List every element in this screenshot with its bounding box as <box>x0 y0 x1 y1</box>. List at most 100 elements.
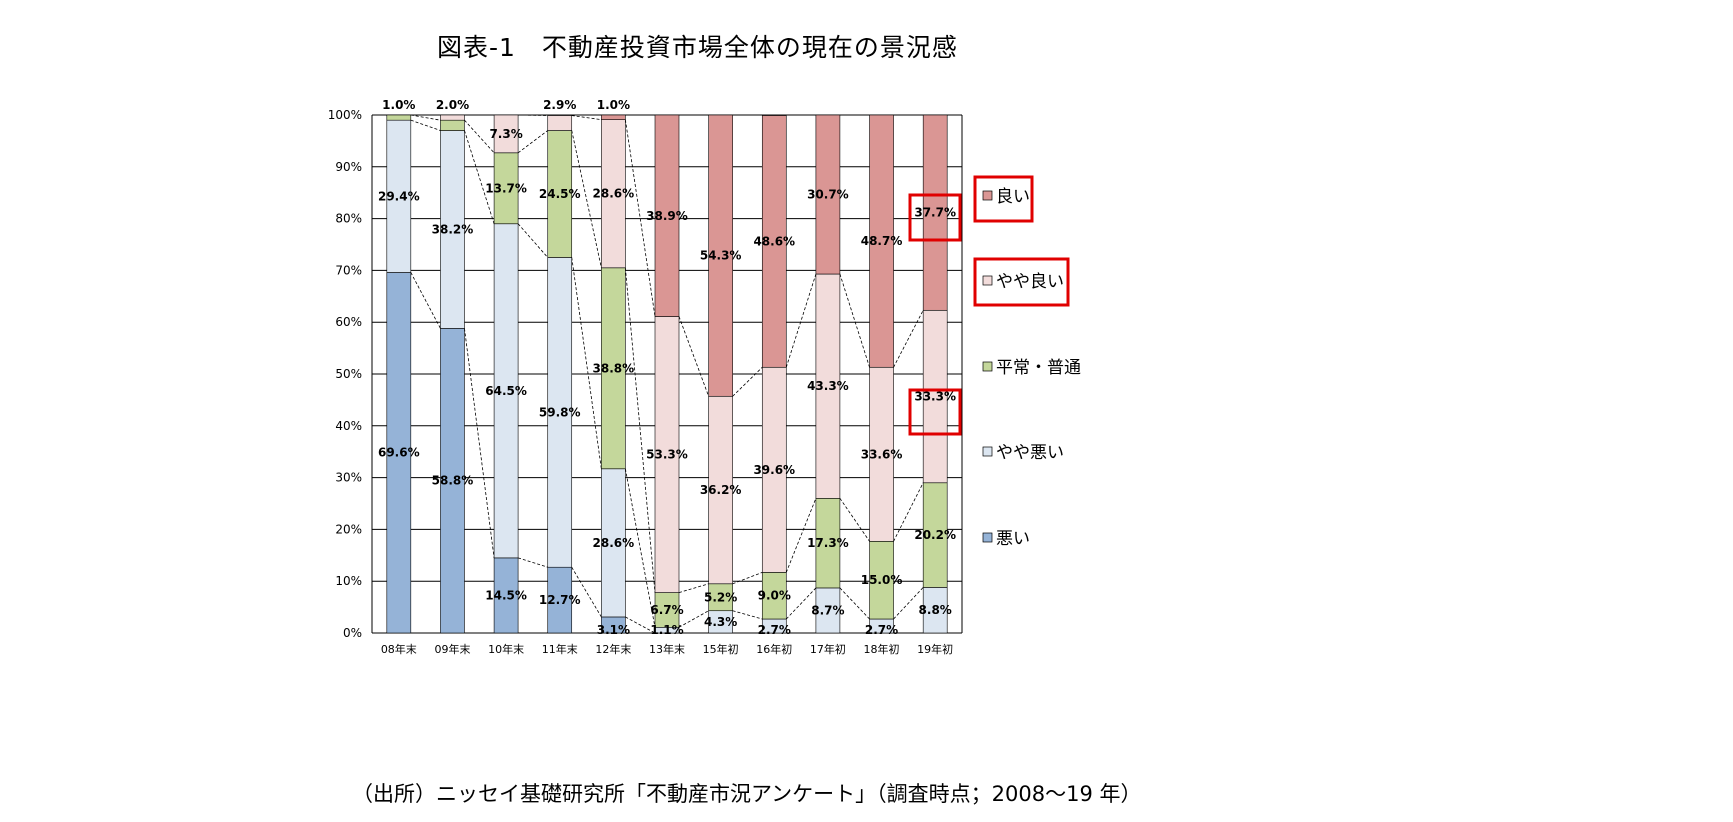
legend-swatch <box>982 275 993 286</box>
bar-segment-やや良い <box>869 366 894 542</box>
x-tick-label: 10年末 <box>488 642 524 656</box>
y-tick-label: 60% <box>335 315 362 329</box>
y-tick-label: 100% <box>328 108 362 122</box>
connector-lines <box>410 114 924 634</box>
x-tick-label: 13年末 <box>649 642 685 656</box>
bar-segment-やや悪い <box>386 119 412 273</box>
legend-item-やや良い: やや良い <box>982 272 1064 292</box>
highlight-box-legend-good <box>973 175 1034 223</box>
bar-08年末 <box>386 114 412 634</box>
bar-segment-やや良い <box>440 114 465 121</box>
data-label: 36.2% <box>700 483 742 497</box>
data-label: 54.3% <box>700 249 742 263</box>
bar-segment-やや良い <box>922 309 948 484</box>
connector-line <box>839 498 870 542</box>
stacked-bar-chart: 69.6% 29.4% 1.0% 58.8% 38.2% 2.0% 14.5% 64.5% 13… <box>328 98 1081 656</box>
y-tick-label: 70% <box>335 263 362 277</box>
connector-line <box>839 273 870 368</box>
bar-segment-やや悪い <box>601 468 626 618</box>
highlight-box-19-somewhat-good <box>908 388 962 436</box>
connector-line <box>624 119 656 317</box>
legend-label: やや良い <box>996 272 1064 292</box>
connector-line <box>732 366 763 397</box>
bar-segment-平常・普通 <box>708 583 733 612</box>
legend-item-良い: 良い <box>982 187 1030 207</box>
highlight-boxes <box>908 175 1070 436</box>
data-labels: 69.6% 29.4% 1.0% 58.8% 38.2% 2.0% 14.5% 64.5% 13… <box>378 98 956 637</box>
data-label: 2.7% <box>758 623 791 637</box>
legend-label: 悪い <box>996 529 1030 549</box>
data-label: 4.3% <box>704 615 737 629</box>
bar-segment-やや良い <box>761 366 787 573</box>
bar-segment-悪い <box>493 557 519 634</box>
bar-segment-やや良い <box>815 273 841 499</box>
y-tick-label: 0% <box>343 626 362 640</box>
data-label: 13.7% <box>485 181 527 195</box>
bar-segment-平常・普通 <box>386 114 412 121</box>
data-label: 69.6% <box>378 446 420 460</box>
data-label: 1.1% <box>650 623 683 637</box>
connector-line <box>893 587 924 620</box>
bar-10年末 <box>493 114 519 634</box>
connector-line <box>893 482 924 542</box>
legend-label: 平常・普通 <box>996 358 1081 378</box>
bar-segment-悪い <box>547 566 573 634</box>
data-label: 30.7% <box>807 188 849 202</box>
connector-line <box>678 610 709 628</box>
data-label: 2.0% <box>436 98 469 112</box>
y-tick-label: 80% <box>335 212 362 226</box>
axes: 0% 10% 20% 30% 40% 50% 60% 70% 80% 90% 100% 08年末 09年… <box>328 108 963 656</box>
bar-09年末 <box>440 114 465 634</box>
data-label: 53.3% <box>646 448 688 462</box>
y-tick-label: 30% <box>335 471 362 485</box>
connector-line <box>678 316 710 397</box>
connector-line <box>732 572 763 585</box>
legend-swatch <box>982 446 993 457</box>
connector-line <box>410 119 441 131</box>
bar-segment-平常・普通 <box>440 119 465 131</box>
connector-line <box>571 257 602 469</box>
connector-line <box>839 587 870 620</box>
data-label: 9.0% <box>758 589 791 603</box>
bar-segment-平常・普通 <box>547 130 573 258</box>
legend-label: やや悪い <box>996 443 1064 463</box>
connector-line <box>517 130 548 154</box>
data-label: 15.0% <box>861 573 903 587</box>
data-label: 1.0% <box>382 98 415 112</box>
connector-line <box>571 130 602 268</box>
bar-16年初 <box>761 115 787 634</box>
data-label: 24.5% <box>539 187 581 201</box>
bar-segment-やや良い <box>654 316 680 593</box>
legend-label: 良い <box>996 187 1030 207</box>
connector-line <box>517 223 549 258</box>
connector-line <box>624 267 656 593</box>
data-label: 8.7% <box>811 603 844 617</box>
data-label: 38.9% <box>646 209 688 223</box>
data-label: 38.8% <box>593 361 635 375</box>
bar-segment-平常・普通 <box>601 267 626 470</box>
highlight-box-legend-somewhat-good <box>973 257 1070 307</box>
data-label: 8.8% <box>919 603 952 617</box>
bar-segment-良い <box>922 114 948 311</box>
bar-15年初 <box>708 114 733 634</box>
bar-segment-平常・普通 <box>869 541 894 620</box>
data-label: 29.4% <box>378 189 420 203</box>
connector-line <box>571 115 602 121</box>
connector-line <box>464 130 495 224</box>
bar-13年末 <box>654 114 680 634</box>
legend-item-悪い: 悪い <box>982 529 1030 549</box>
data-label: 14.5% <box>485 588 527 602</box>
bar-segment-平常・普通 <box>654 592 680 628</box>
bar-17年初 <box>815 114 841 634</box>
data-label: 6.7% <box>650 603 683 617</box>
bar-18年初 <box>869 114 894 634</box>
bar-11年末 <box>547 115 573 634</box>
connector-line <box>785 273 817 368</box>
bar-segment-やや良い <box>547 115 573 131</box>
connector-line <box>678 583 709 593</box>
data-label: 48.6% <box>753 234 795 248</box>
bar-segment-良い <box>708 114 733 397</box>
data-label: 7.3% <box>489 127 522 141</box>
bar-19年初 <box>922 114 948 634</box>
